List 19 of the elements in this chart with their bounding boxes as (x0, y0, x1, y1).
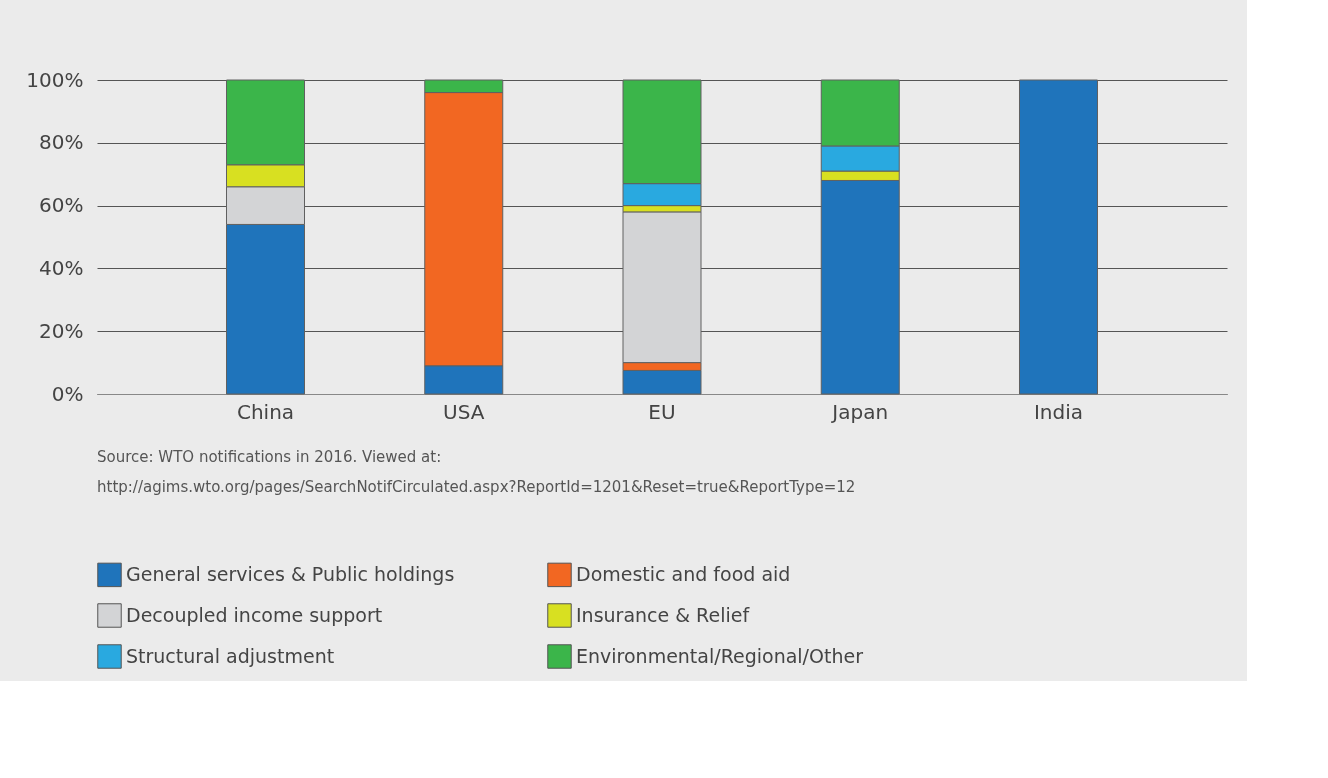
x-tick-label: China (236, 399, 295, 424)
source-note: Source: WTO notifications in 2016. Viewed at: (97, 448, 442, 466)
legend-label: Insurance & Relief (576, 603, 751, 626)
y-tick-label: 20% (39, 318, 84, 343)
x-tick-label: India (1033, 399, 1084, 424)
y-tick-label: 40% (39, 255, 84, 280)
y-tick-label: 60% (39, 193, 84, 218)
y-tick-label: 100% (26, 67, 84, 92)
legend-label: Environmental/Regional/Other (576, 644, 864, 667)
x-tick-label: USA (443, 399, 485, 424)
legend-label: Structural adjustment (126, 644, 335, 667)
y-tick-label: 0% (51, 381, 84, 406)
y-tick-label: 80% (39, 130, 84, 155)
x-tick-label: Japan (830, 399, 889, 424)
text: http://agims.wto.org/pages/SearchNotifCirculated.aspx?ReportId=1201&Reset=true&ReportType=12 (97, 478, 856, 496)
legend-label: Domestic and food aid (576, 562, 791, 585)
legend-label: General services & Public holdings (126, 562, 455, 585)
x-tick-label: EU (648, 399, 676, 424)
legend-label: Decoupled income support (126, 603, 383, 626)
